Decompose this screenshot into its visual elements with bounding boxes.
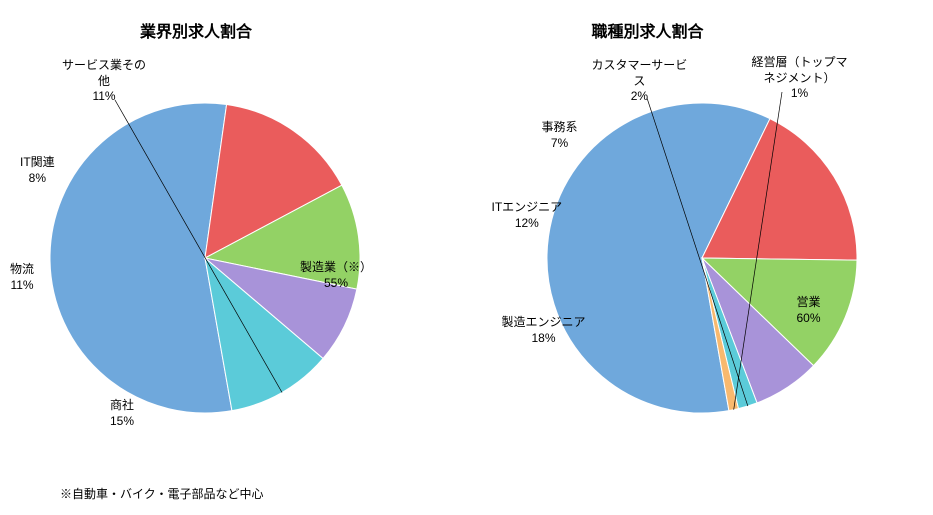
industry-chart-label-0: 製造業（※）55% bbox=[300, 260, 372, 291]
industry-chart-label-1: 商社15% bbox=[110, 398, 134, 429]
charts-row: 業界別求人割合製造業（※）55%商社15%物流11%IT関連8%サービス業その他… bbox=[0, 0, 933, 480]
chart-panel-industry: 業界別求人割合製造業（※）55%商社15%物流11%IT関連8%サービス業その他… bbox=[0, 0, 467, 480]
jobtype-chart-label-2: ITエンジニア12% bbox=[492, 200, 563, 231]
chart-panel-jobtype: 職種別求人割合営業60%製造エンジニア18%ITエンジニア12%事務系7%カスタ… bbox=[467, 0, 933, 480]
industry-chart-label-2: 物流11% bbox=[10, 262, 34, 293]
jobtype-chart-label-4: カスタマーサービス2% bbox=[592, 58, 688, 105]
jobtype-chart-label-0: 営業60% bbox=[797, 295, 821, 326]
jobtype-chart-label-3: 事務系7% bbox=[542, 120, 578, 151]
jobtype-chart-label-5: 経営層（トップマネジメント）1% bbox=[752, 55, 848, 102]
industry-chart-footnote: ※自動車・バイク・電子部品など中心 bbox=[60, 485, 264, 502]
industry-chart-label-3: IT関連8% bbox=[20, 155, 55, 186]
industry-chart-label-4: サービス業その他11% bbox=[62, 58, 146, 105]
jobtype-chart-label-1: 製造エンジニア18% bbox=[502, 315, 586, 346]
jobtype-chart-pie bbox=[467, 0, 933, 480]
